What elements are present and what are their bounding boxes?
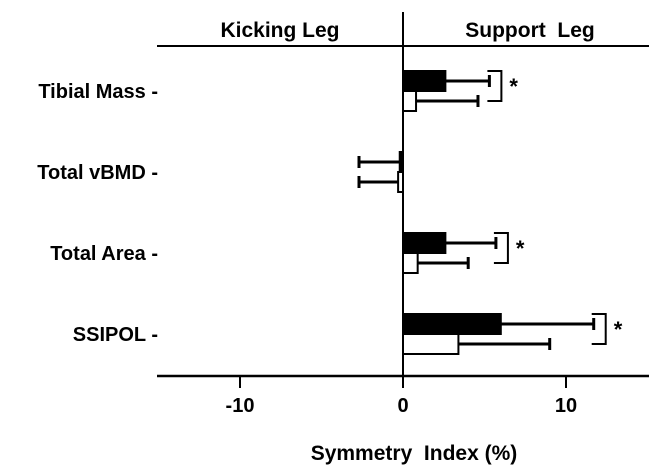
bar-series-2	[402, 90, 418, 112]
bar-series-2	[402, 333, 460, 355]
significance-bracket	[591, 313, 607, 345]
bar-series	[397, 70, 502, 355]
category-labels: Tibial Mass - Total vBMD - Total Area - SSI…	[37, 81, 158, 346]
significance-bracket	[493, 232, 509, 264]
significance-star: *	[509, 74, 518, 99]
significance-markers: * * *	[487, 70, 623, 345]
bar-series-2	[402, 252, 419, 274]
significance-bracket	[487, 70, 503, 102]
category-label: Total vBMD -	[37, 162, 158, 184]
x-tick-label: 10	[555, 395, 577, 417]
kicking-leg-header: Kicking Leg	[220, 19, 339, 42]
category-label: Total Area -	[50, 243, 158, 265]
bar-series-1	[402, 313, 502, 335]
bar-series-1	[402, 232, 447, 254]
category-label: Tibial Mass -	[38, 81, 158, 103]
x-tick-label: -10	[226, 395, 255, 417]
error-bars	[357, 75, 596, 350]
support-leg-header: Support Leg	[465, 19, 595, 42]
x-axis-ticks: -10 0 10	[226, 376, 577, 417]
significance-star: *	[516, 236, 525, 261]
significance-star: *	[614, 317, 623, 342]
bar-series-2	[397, 171, 404, 193]
bar-series-1	[402, 70, 447, 92]
category-label: SSIPOL -	[73, 324, 158, 346]
bar-series-1	[398, 151, 404, 173]
x-tick-label: 0	[397, 395, 408, 417]
x-axis-title: Symmetry Index (%)	[311, 442, 518, 465]
